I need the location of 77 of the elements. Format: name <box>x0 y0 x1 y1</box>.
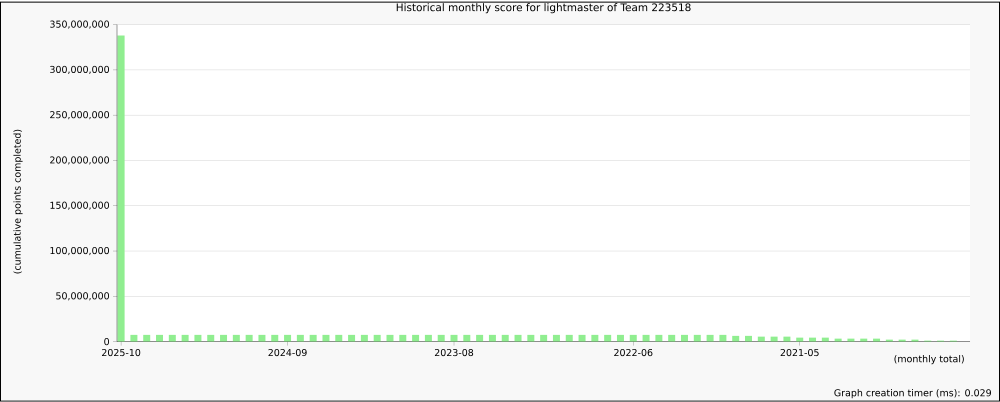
bar <box>552 335 560 342</box>
bar <box>258 335 266 342</box>
bar <box>680 335 688 342</box>
bar <box>706 335 714 342</box>
x-tick-label: 2021-05 <box>780 349 819 356</box>
text: Graph creation timer (ms): 0.029 <box>834 389 991 398</box>
bar <box>322 335 330 342</box>
bar <box>796 338 804 342</box>
bar <box>770 336 778 342</box>
bar <box>860 338 868 342</box>
bar <box>296 335 304 342</box>
bar <box>540 335 548 342</box>
x-axis-title: (monthly total) <box>894 355 964 364</box>
bar <box>655 335 662 342</box>
bar <box>745 336 752 342</box>
bar <box>284 335 292 342</box>
bar <box>578 335 586 342</box>
bar <box>360 335 368 342</box>
bar <box>271 335 278 342</box>
y-tick-label: 250,000,000 <box>50 111 110 120</box>
bar <box>834 338 842 342</box>
bar <box>118 36 125 342</box>
bar <box>232 335 240 342</box>
y-tick-label: 200,000,000 <box>50 156 110 165</box>
bar <box>194 335 202 342</box>
bar <box>246 335 253 342</box>
bar <box>424 335 432 342</box>
bar <box>873 338 880 342</box>
bar <box>809 338 816 342</box>
bar <box>488 335 496 342</box>
bar <box>182 335 189 342</box>
bar <box>822 338 829 342</box>
x-tick-label: 2022-06 <box>614 349 652 356</box>
bar <box>463 335 470 342</box>
bar <box>783 336 790 342</box>
bar <box>514 335 522 342</box>
bar <box>476 335 484 342</box>
bar <box>502 335 509 342</box>
bar <box>335 335 342 342</box>
bar <box>732 336 740 342</box>
bar <box>156 335 164 342</box>
bar <box>143 335 150 342</box>
bar <box>348 335 356 342</box>
bar <box>630 335 637 342</box>
bar <box>130 335 138 342</box>
bar <box>527 335 534 342</box>
x-tick-label: 2024-09 <box>268 349 307 356</box>
bar <box>616 335 624 342</box>
bar <box>207 335 214 342</box>
bar <box>438 335 445 342</box>
bar <box>694 335 701 342</box>
y-tick-label: 50,000,000 <box>56 292 110 301</box>
bar <box>168 335 176 342</box>
y-tick-label: 350,000,000 <box>50 20 110 29</box>
bar <box>450 335 458 342</box>
bar <box>758 336 765 342</box>
bar <box>591 335 598 342</box>
bar <box>310 335 317 342</box>
bar <box>719 335 726 342</box>
bar <box>374 335 381 342</box>
y-tick-label: 300,000,000 <box>50 66 110 74</box>
bar <box>220 335 228 342</box>
bar <box>412 335 420 342</box>
y-tick-label: 150,000,000 <box>50 202 110 210</box>
bar <box>668 335 676 342</box>
bar <box>386 335 394 342</box>
y-axis-title: (cumulative points completed) <box>13 130 23 274</box>
bar <box>566 335 573 342</box>
bar <box>399 335 406 342</box>
x-tick-label: 2023-08 <box>434 349 474 356</box>
chart-title: Historical monthly score for lightmaster of Team 223518 <box>396 3 691 14</box>
x-tick-label: 2025-10 <box>102 349 140 356</box>
bar <box>642 335 650 342</box>
y-tick-label: 0 <box>104 338 110 346</box>
bar <box>847 338 854 342</box>
y-tick-label: 100,000,000 <box>50 247 110 256</box>
bar <box>604 335 612 342</box>
